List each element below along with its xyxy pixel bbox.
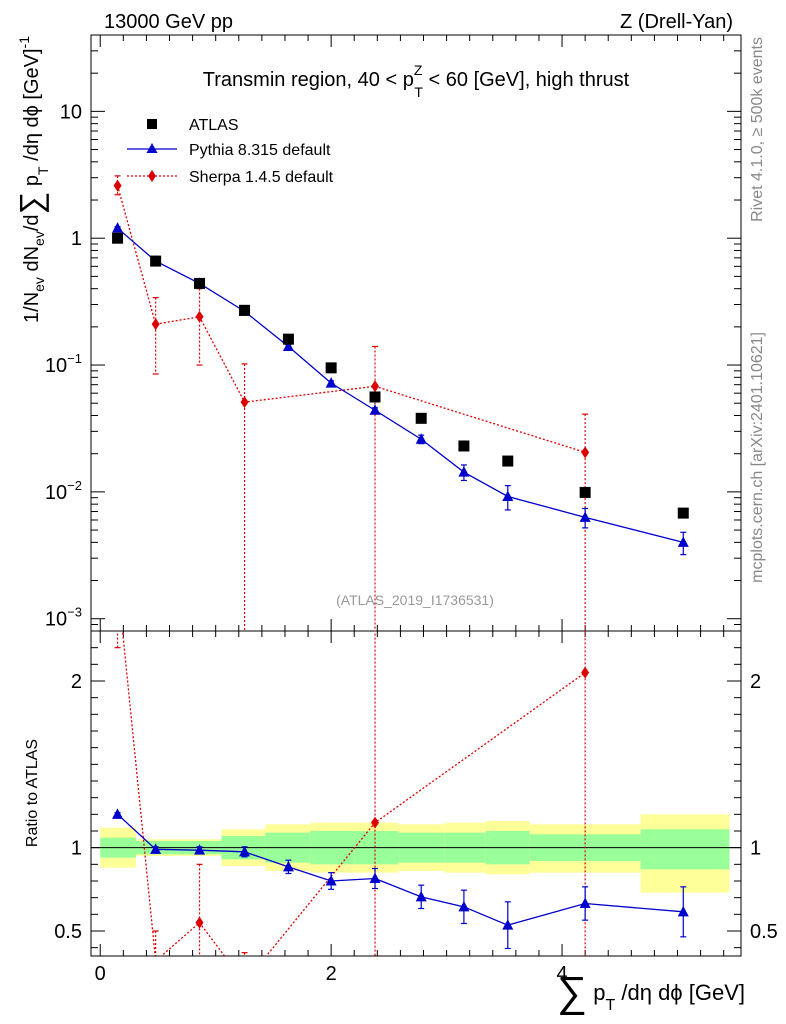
ratio-pythia-point [579, 897, 591, 908]
y-axis-label: 1/Nev dNev/d∑ pT /dη dϕ [GeV]-1 [13, 36, 51, 323]
legend: ATLAS Pythia 8.315 default Sherpa 1.4.5 … [127, 117, 334, 186]
sherpa-point [240, 396, 249, 409]
ratio-band-green [640, 829, 730, 870]
atlas-point [579, 486, 591, 498]
y-tick-label: 10−1 [45, 351, 82, 377]
atlas-point [150, 255, 162, 267]
ratio-pythia-point [677, 905, 689, 917]
legend-pythia-marker [146, 143, 158, 153]
sherpa-point [371, 380, 380, 393]
atlas-point [282, 333, 294, 345]
sherpa-point [581, 446, 590, 459]
y-tick-label: 10 [60, 101, 82, 123]
sherpa-line [116, 185, 586, 453]
x-axis-label: ∑ pT /dη dϕ [GeV] [557, 968, 745, 1015]
legend-pythia-label: Pythia 8.315 default [189, 142, 331, 159]
legend-sherpa-label: Sherpa 1.4.5 default [189, 169, 334, 186]
ratio-pythia-point [239, 845, 251, 857]
ratio-pythia-point [369, 872, 381, 883]
ratio-sherpa-point [114, 575, 122, 587]
ratio-tick-label-left: 1 [71, 838, 82, 860]
ratio-pythia-point [325, 875, 337, 886]
x-tick-label: 2 [326, 963, 337, 985]
header-left: 13000 GeV pp [104, 11, 233, 33]
pythia-point [282, 340, 294, 352]
atlas-point [194, 277, 206, 289]
ratio-tick-label-left: 0.5 [54, 921, 82, 943]
pythia-point [112, 222, 124, 233]
ratio-pythia-line [117, 813, 684, 926]
ratio-pythia-point [194, 844, 206, 855]
header-right: Z (Drell-Yan) [620, 11, 733, 33]
pythia-line [117, 227, 684, 543]
pythia-point [502, 490, 514, 501]
sherpa-point [151, 318, 160, 331]
y-tick-label: 1 [71, 228, 82, 250]
atlas-point [239, 304, 251, 316]
legend-sherpa-marker [148, 170, 156, 182]
ratio-sherpa-line [121, 631, 586, 956]
ratio-panel-frame [90, 630, 742, 957]
ratio-sherpa-point [154, 955, 157, 956]
pythia-point [415, 433, 427, 444]
pythia-point [677, 536, 689, 547]
ratio-pythia-point [112, 808, 124, 819]
ratio-pythia-point [282, 860, 294, 872]
ratio-pythia-point [415, 890, 427, 902]
ratio-sherpa-point [371, 816, 380, 829]
atlas-point [325, 362, 337, 374]
ratio-pythia-point [502, 919, 514, 930]
ratio-sherpa-point [581, 666, 590, 679]
ratio-sherpa-point [241, 977, 249, 989]
atlas-point [677, 507, 689, 519]
y-tick-label: 10−2 [45, 478, 82, 504]
ratio-tick-label-left: 2 [71, 671, 82, 693]
ratio-tick-label-right: 2 [750, 671, 761, 693]
ratio-tick-label-right: 1 [750, 838, 761, 860]
rivet-label: Rivet 4.1.0, ≥ 500k events [749, 37, 766, 222]
pythia-point [458, 466, 470, 477]
sherpa-point [195, 310, 204, 323]
x-tick-label: 0 [95, 963, 106, 985]
atlas-point [458, 440, 470, 452]
y-tick-label: 10−3 [45, 605, 82, 631]
sherpa-point [113, 179, 122, 192]
ratio-y-label: Ratio to ATLAS [24, 739, 41, 847]
atlas-point [369, 391, 381, 403]
x-tick-label: 4 [556, 963, 567, 985]
ratio-tick-label-right: 0.5 [750, 921, 778, 943]
ratio-pythia-point [458, 900, 470, 912]
legend-atlas-label: ATLAS [189, 117, 239, 134]
pythia-point [579, 511, 591, 522]
pythia-point [369, 404, 381, 415]
atlas-point [112, 232, 124, 244]
analysis-watermark: (ATLAS_2019_I1736531) [336, 592, 494, 608]
chart-title: Transmin region, 40 < pZ T < 60 [GeV], hi… [203, 62, 630, 100]
atlas-point [415, 412, 427, 424]
atlas-point [502, 455, 514, 467]
legend-atlas-marker [147, 119, 157, 129]
pythia-point [325, 377, 337, 388]
ratio-pythia-point [150, 843, 162, 854]
mcplots-label: mcplots.cern.ch [arXiv:2401.10621] [749, 332, 766, 583]
ratio-sherpa-point [195, 916, 204, 929]
